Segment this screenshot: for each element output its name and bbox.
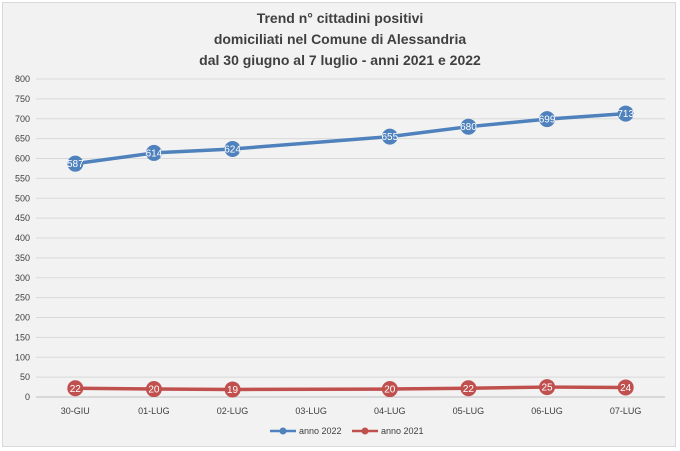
data-point bbox=[617, 379, 634, 396]
data-label: 20 bbox=[148, 385, 160, 396]
x-tick-label: 04-LUG bbox=[374, 406, 406, 416]
x-tick-label: 02-LUG bbox=[217, 406, 249, 416]
y-tick-label: 250 bbox=[15, 293, 30, 303]
chart-title-line-1: Trend n° cittadini positivi bbox=[256, 10, 424, 26]
chart-frame bbox=[2, 2, 676, 447]
data-point bbox=[460, 380, 477, 397]
data-label: 22 bbox=[70, 384, 82, 395]
data-point bbox=[145, 381, 162, 398]
data-point bbox=[381, 381, 398, 398]
data-point bbox=[460, 118, 477, 135]
y-tick-label: 150 bbox=[15, 332, 30, 342]
x-tick-label: 07-LUG bbox=[610, 406, 642, 416]
data-label: 22 bbox=[463, 384, 475, 395]
legend-label-1: anno 2022 bbox=[299, 426, 342, 436]
y-tick-label: 650 bbox=[15, 134, 30, 144]
chart-title-line-2: domiciliati nel Comune di Alessandria bbox=[213, 31, 467, 47]
y-tick-label: 200 bbox=[15, 313, 30, 323]
data-point bbox=[224, 381, 241, 398]
data-label: 20 bbox=[384, 385, 396, 396]
data-label: 680 bbox=[460, 122, 477, 133]
data-point bbox=[145, 144, 162, 161]
y-tick-label: 550 bbox=[15, 173, 30, 183]
x-tick-label: 06-LUG bbox=[531, 406, 563, 416]
data-label: 25 bbox=[542, 383, 554, 394]
data-point bbox=[539, 379, 556, 396]
x-tick-label: 30-GIU bbox=[61, 406, 90, 416]
y-tick-label: 50 bbox=[20, 372, 30, 382]
data-point bbox=[539, 111, 556, 128]
y-tick-label: 350 bbox=[15, 253, 30, 263]
data-label: 655 bbox=[381, 132, 398, 143]
data-label: 24 bbox=[620, 383, 632, 394]
data-point bbox=[67, 155, 84, 172]
data-point bbox=[381, 128, 398, 145]
x-tick-label: 01-LUG bbox=[138, 406, 170, 416]
y-tick-label: 600 bbox=[15, 154, 30, 164]
x-tick-label: 05-LUG bbox=[453, 406, 485, 416]
data-label: 624 bbox=[224, 144, 241, 155]
data-label: 614 bbox=[146, 148, 163, 159]
x-tick-label: 03-LUG bbox=[295, 406, 327, 416]
legend-marker-2 bbox=[361, 427, 369, 435]
chart-title-line-3: dal 30 giugno al 7 luglio - anni 2021 e … bbox=[199, 52, 481, 68]
data-point bbox=[617, 105, 634, 122]
data-point bbox=[67, 380, 84, 397]
legend-marker-1 bbox=[279, 427, 287, 435]
y-tick-label: 300 bbox=[15, 273, 30, 283]
data-label: 713 bbox=[617, 109, 634, 120]
data-label: 19 bbox=[227, 385, 239, 396]
y-tick-label: 100 bbox=[15, 352, 30, 362]
data-label: 699 bbox=[539, 115, 556, 126]
y-tick-label: 500 bbox=[15, 193, 30, 203]
legend-label-2: anno 2021 bbox=[381, 426, 424, 436]
y-tick-label: 750 bbox=[15, 94, 30, 104]
y-tick-label: 400 bbox=[15, 233, 30, 243]
y-tick-label: 450 bbox=[15, 213, 30, 223]
y-tick-label: 700 bbox=[15, 114, 30, 124]
y-tick-label: 800 bbox=[15, 74, 30, 84]
data-point bbox=[224, 140, 241, 157]
y-tick-label: 0 bbox=[25, 392, 30, 402]
data-label: 587 bbox=[67, 159, 84, 170]
